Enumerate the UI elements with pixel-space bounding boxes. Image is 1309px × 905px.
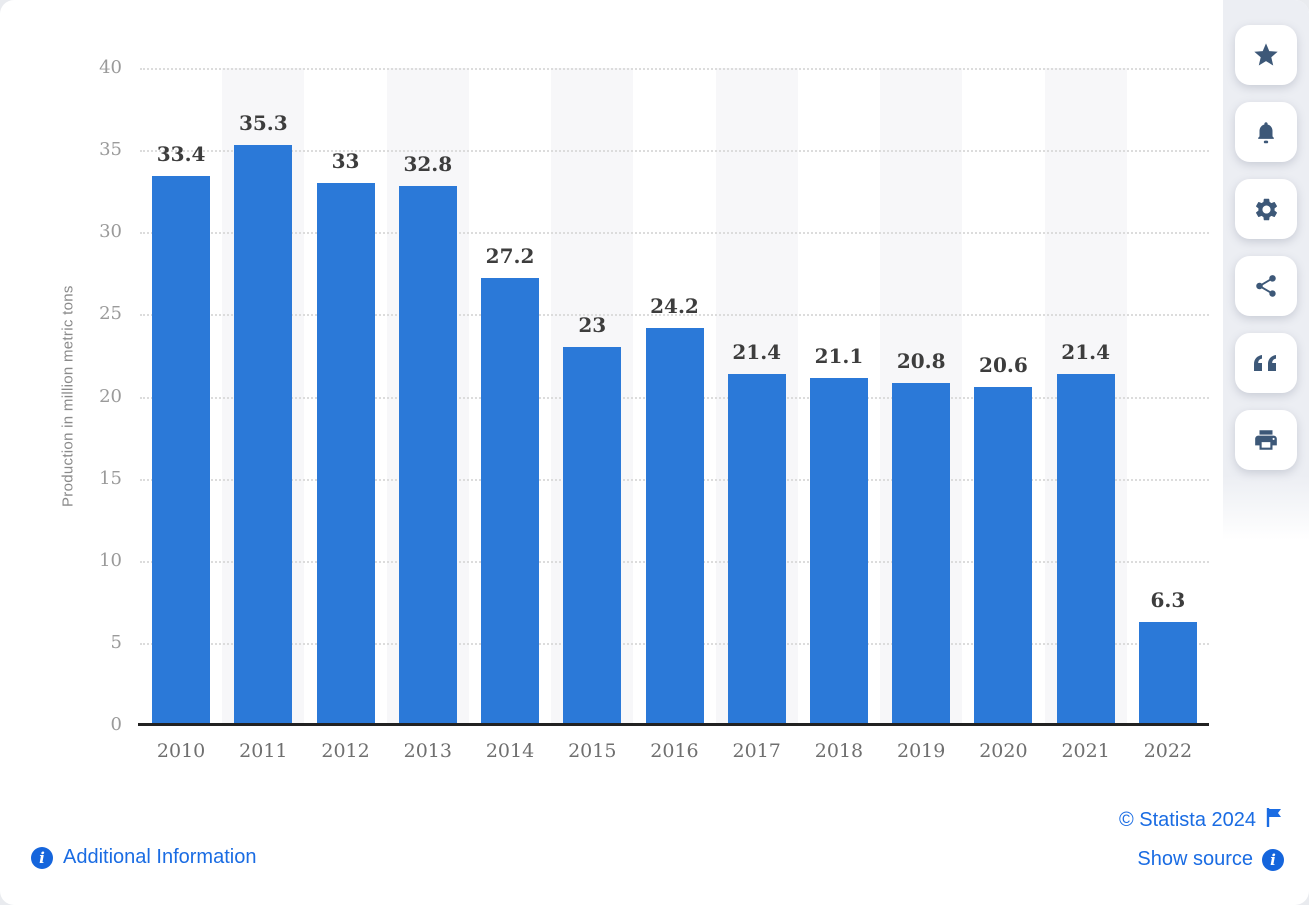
bar-value-label: 21.4 xyxy=(732,339,782,364)
bar-2012[interactable] xyxy=(316,182,375,725)
bar-value-label: 6.3 xyxy=(1150,587,1186,612)
gear-icon xyxy=(1253,196,1280,223)
x-axis-label-2020: 2020 xyxy=(979,740,1028,762)
info-icon: i xyxy=(31,846,53,869)
bar-2017[interactable] xyxy=(727,373,786,725)
y-axis-title: Production in million metric tons xyxy=(59,285,77,508)
flag-icon[interactable] xyxy=(1265,807,1284,833)
x-axis-label-2018: 2018 xyxy=(814,740,864,762)
additional-information-link[interactable]: i Additional Information xyxy=(31,846,256,869)
gridline xyxy=(140,150,1209,153)
bar-value-label: 32.8 xyxy=(403,152,453,177)
x-axis-label-2019: 2019 xyxy=(896,740,946,762)
y-axis-tick-label: 0 xyxy=(110,714,122,735)
x-axis-label-2012: 2012 xyxy=(321,740,370,762)
gridline xyxy=(140,314,1209,317)
bar-value-label: 23 xyxy=(578,313,607,338)
show-source-label: Show source xyxy=(1137,848,1253,870)
bar-2022[interactable] xyxy=(1138,621,1197,725)
y-axis-tick-label: 20 xyxy=(99,385,122,407)
info-icon: i xyxy=(1262,848,1284,871)
bar-value-label: 21.1 xyxy=(814,344,864,369)
bar-value-label: 27.2 xyxy=(485,244,535,269)
bar-2016[interactable] xyxy=(645,327,704,725)
bar-value-label: 21.4 xyxy=(1061,339,1110,364)
additional-information-label: Additional Information xyxy=(63,846,257,868)
statista-copyright[interactable]: © Statista 2024 xyxy=(1119,807,1284,833)
favorite-button[interactable] xyxy=(1235,25,1297,85)
x-axis-label-2016: 2016 xyxy=(650,740,699,762)
quote-icon xyxy=(1253,354,1280,373)
copyright-label: © Statista 2024 xyxy=(1118,808,1256,831)
y-axis-tick-label: 35 xyxy=(99,139,122,161)
x-axis-label-2011: 2011 xyxy=(239,740,288,762)
y-axis-tick-label: 30 xyxy=(99,221,122,243)
bar-2021[interactable] xyxy=(1056,373,1115,725)
bar-2018[interactable] xyxy=(809,378,868,725)
bar-2014[interactable] xyxy=(481,278,540,725)
star-icon xyxy=(1252,41,1280,69)
share-icon xyxy=(1253,273,1279,299)
bar-2015[interactable] xyxy=(563,347,622,725)
y-axis-tick-label: 25 xyxy=(99,303,122,325)
bar-value-label: 20.8 xyxy=(896,349,946,374)
gridline xyxy=(140,232,1209,235)
share-button[interactable] xyxy=(1235,256,1297,316)
x-axis-label-2013: 2013 xyxy=(403,740,452,762)
bar-value-label: 33 xyxy=(331,148,360,173)
x-axis-label-2021: 2021 xyxy=(1061,740,1110,762)
bar-value-label: 33.4 xyxy=(156,142,206,167)
bar-value-label: 24.2 xyxy=(650,293,699,318)
settings-button[interactable] xyxy=(1235,179,1297,239)
x-axis-label-2017: 2017 xyxy=(732,740,781,762)
show-source-link[interactable]: Show source i xyxy=(1137,848,1284,871)
bar-2020[interactable] xyxy=(974,386,1033,725)
x-axis-label-2022: 2022 xyxy=(1143,740,1193,762)
gridline xyxy=(140,68,1209,70)
x-axis-label-2014: 2014 xyxy=(485,740,535,762)
y-axis-tick-label: 15 xyxy=(99,467,122,489)
x-axis-label-2015: 2015 xyxy=(568,740,617,762)
y-axis-tick-label: 10 xyxy=(99,549,122,571)
cite-button[interactable] xyxy=(1235,333,1297,393)
bar-value-label: 20.6 xyxy=(979,352,1028,377)
bar-2011[interactable] xyxy=(234,145,293,725)
bell-icon xyxy=(1253,119,1279,145)
x-axis-line xyxy=(138,723,1209,726)
bar-2019[interactable] xyxy=(892,383,951,725)
bar-2013[interactable] xyxy=(398,186,457,725)
printer-icon xyxy=(1253,427,1279,453)
print-button[interactable] xyxy=(1235,410,1297,470)
bar-value-label: 35.3 xyxy=(238,111,288,136)
y-axis-tick-label: 40 xyxy=(99,57,122,78)
notification-button[interactable] xyxy=(1235,102,1297,162)
x-axis-label-2010: 2010 xyxy=(156,740,206,762)
bar-2010[interactable] xyxy=(152,176,211,725)
y-axis-tick-label: 5 xyxy=(110,631,122,653)
